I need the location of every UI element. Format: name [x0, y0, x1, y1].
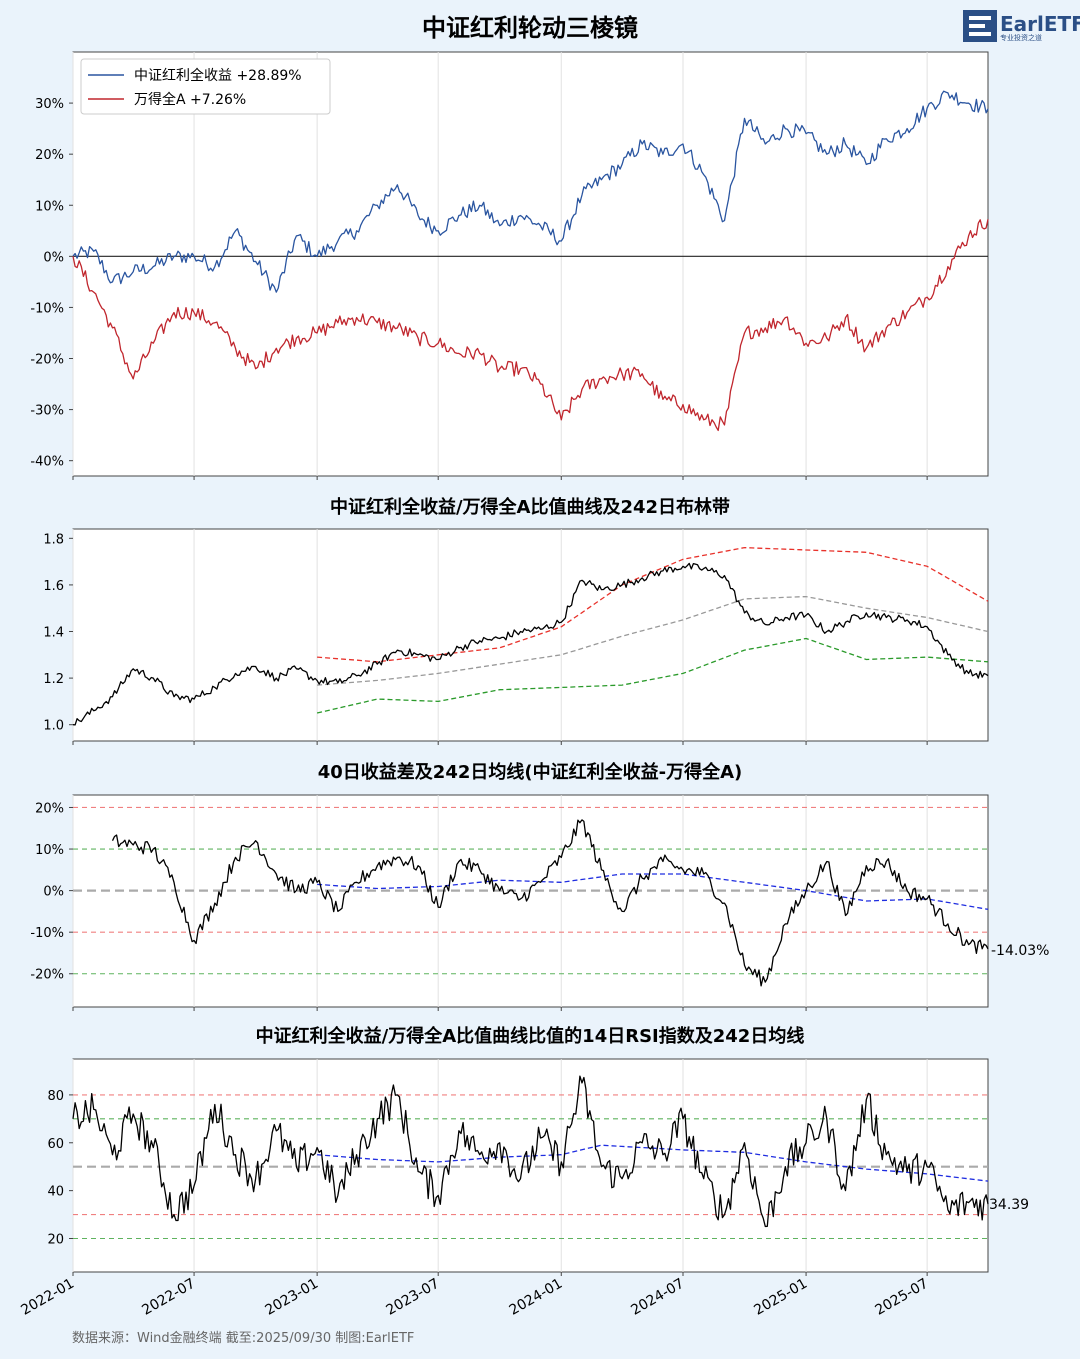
final-value-label: 34.39	[989, 1197, 1029, 1213]
series-line-market	[72, 219, 989, 432]
footer-source: 数据来源：Wind金融终端 截至:2025/09/30 制图:EarlETF	[72, 1330, 414, 1346]
y-tick-label: 1.0	[43, 719, 64, 734]
y-tick-label: 10%	[35, 843, 64, 858]
y-tick-label: 1.8	[43, 532, 64, 547]
logo: EarlETF 专业投资之道	[963, 10, 1080, 42]
panel-returns: 30% 20% 10% 0% -10% -20% -30% -40% 中证红利全收益 +28.8…	[30, 51, 989, 480]
logo-mark-bar	[969, 24, 985, 28]
spread-line	[111, 819, 989, 987]
final-value-label: -14.03%	[991, 943, 1049, 959]
logo-subtext: 专业投资之道	[1000, 33, 1042, 42]
rsi-line	[72, 1075, 989, 1228]
y-tick-label: 1.2	[43, 672, 64, 687]
plot-area	[72, 51, 989, 477]
ma242-line	[317, 873, 989, 910]
y-tick-label: 1.6	[43, 579, 64, 594]
y-tick-label: -10%	[30, 301, 64, 316]
series-line-index	[72, 90, 989, 293]
legend-box	[80, 58, 331, 115]
legend-label: 万得全A +7.26%	[134, 91, 246, 108]
y-tick-label: -30%	[30, 404, 64, 419]
x-tick-label: 2023-01	[262, 1276, 321, 1319]
y-tick-label: 20	[47, 1232, 64, 1247]
y-tick-label: 60	[47, 1137, 64, 1152]
y-tick-label: 1.4	[43, 626, 64, 641]
y-tick-label: 40	[47, 1185, 64, 1200]
legend-label: 中证红利全收益 +28.89%	[134, 67, 302, 84]
panel-title: 中证红利全收益/万得全A比值曲线比值的14日RSI指数及242日均线	[256, 1025, 805, 1047]
panel-title: 40日收益差及242日均线(中证红利全收益-万得全A)	[318, 761, 742, 783]
y-tick-label: 20%	[35, 801, 64, 816]
x-tick-label: 2024-01	[507, 1276, 566, 1319]
panel-title: 中证红利全收益/万得全A比值曲线及242日布林带	[330, 496, 730, 518]
x-tick-label: 2024-07	[628, 1276, 687, 1319]
bollinger-mid-line	[317, 595, 989, 686]
bollinger-lower-line	[316, 637, 989, 714]
y-tick-label: 30%	[35, 97, 64, 112]
legend: 中证红利全收益 +28.89% 万得全A +7.26%	[80, 58, 331, 115]
y-tick-label: -20%	[30, 353, 64, 368]
x-tick-label: 2022-07	[139, 1276, 198, 1319]
y-tick-label: 20%	[35, 148, 64, 163]
y-tick-label: 0%	[43, 250, 64, 265]
x-tick-label: 2025-07	[872, 1276, 931, 1319]
logo-mark-bar	[969, 16, 991, 20]
panel-ratio: 1.8 1.6 1.4 1.2 1.0 中证红利全收益/万得全A比值曲线及242日布林带	[43, 496, 989, 745]
y-tick-label: 80	[47, 1089, 64, 1104]
y-tick-label: -20%	[30, 968, 64, 983]
page-title: 中证红利轮动三棱镜	[422, 14, 638, 42]
panel-spread40: 20% 10% 0% -10% -20% 40日收益差及242日均线(中证红利全收益-万得…	[30, 761, 1049, 1011]
panel-rsi: 80 60 40 20 中证红利全收益/万得全A比值曲线比值的14日RSI指数及242日…	[18, 1025, 1029, 1319]
x-tick-label: 2023-07	[384, 1276, 443, 1319]
plot-area	[72, 794, 989, 1008]
y-tick-label: 0%	[43, 885, 64, 900]
x-tick-label: 2025-01	[751, 1276, 810, 1319]
y-tick-label: -40%	[30, 455, 64, 470]
x-tick-label: 2022-01	[18, 1276, 77, 1319]
ratio-line	[72, 562, 989, 726]
plot-area	[72, 528, 989, 742]
y-tick-label: -10%	[30, 926, 64, 941]
logo-text: EarlETF	[1000, 12, 1080, 36]
logo-mark-bar	[969, 32, 991, 36]
y-tick-label: 10%	[35, 199, 64, 214]
